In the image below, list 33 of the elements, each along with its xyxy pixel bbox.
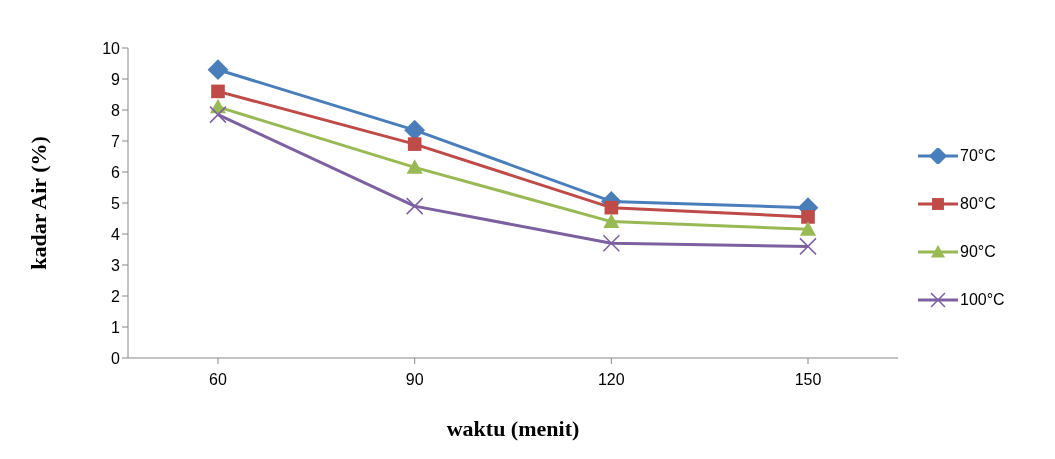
point <box>799 237 817 256</box>
y-tick-label: 0 <box>111 349 121 367</box>
x-tick-label: 150 <box>794 371 822 389</box>
point <box>207 59 229 81</box>
y-tick-label: 5 <box>111 194 121 212</box>
point <box>602 234 621 253</box>
legend-label: 100°C <box>960 291 1005 309</box>
y-tick-label: 8 <box>111 101 121 119</box>
point <box>406 159 423 174</box>
point <box>604 200 619 215</box>
legend-label: 80°C <box>960 195 996 213</box>
y-tick-label: 1 <box>111 318 121 336</box>
point <box>209 105 227 124</box>
y-tick-label: 10 <box>102 39 121 57</box>
y-tick-label: 7 <box>111 132 121 150</box>
x-tick-label: 60 <box>209 371 227 389</box>
legend-label: 70°C <box>960 147 996 165</box>
point <box>801 210 815 224</box>
point <box>800 221 816 236</box>
point <box>211 84 225 99</box>
x-axis-title: waktu (menit) <box>446 415 580 441</box>
x-tick-label: 90 <box>405 371 424 389</box>
y-tick-label: 9 <box>111 70 121 88</box>
legend-label: 90°C <box>960 243 996 261</box>
y-tick-label: 3 <box>111 256 121 274</box>
y-tick-label: 4 <box>111 225 121 243</box>
point <box>407 137 422 151</box>
y-tick-label: 6 <box>111 163 121 181</box>
point <box>603 213 620 228</box>
x-tick-label: 120 <box>597 371 625 389</box>
y-axis-title: kadar Air (%) <box>25 136 51 270</box>
point <box>405 197 424 215</box>
y-tick-label: 2 <box>111 287 121 305</box>
